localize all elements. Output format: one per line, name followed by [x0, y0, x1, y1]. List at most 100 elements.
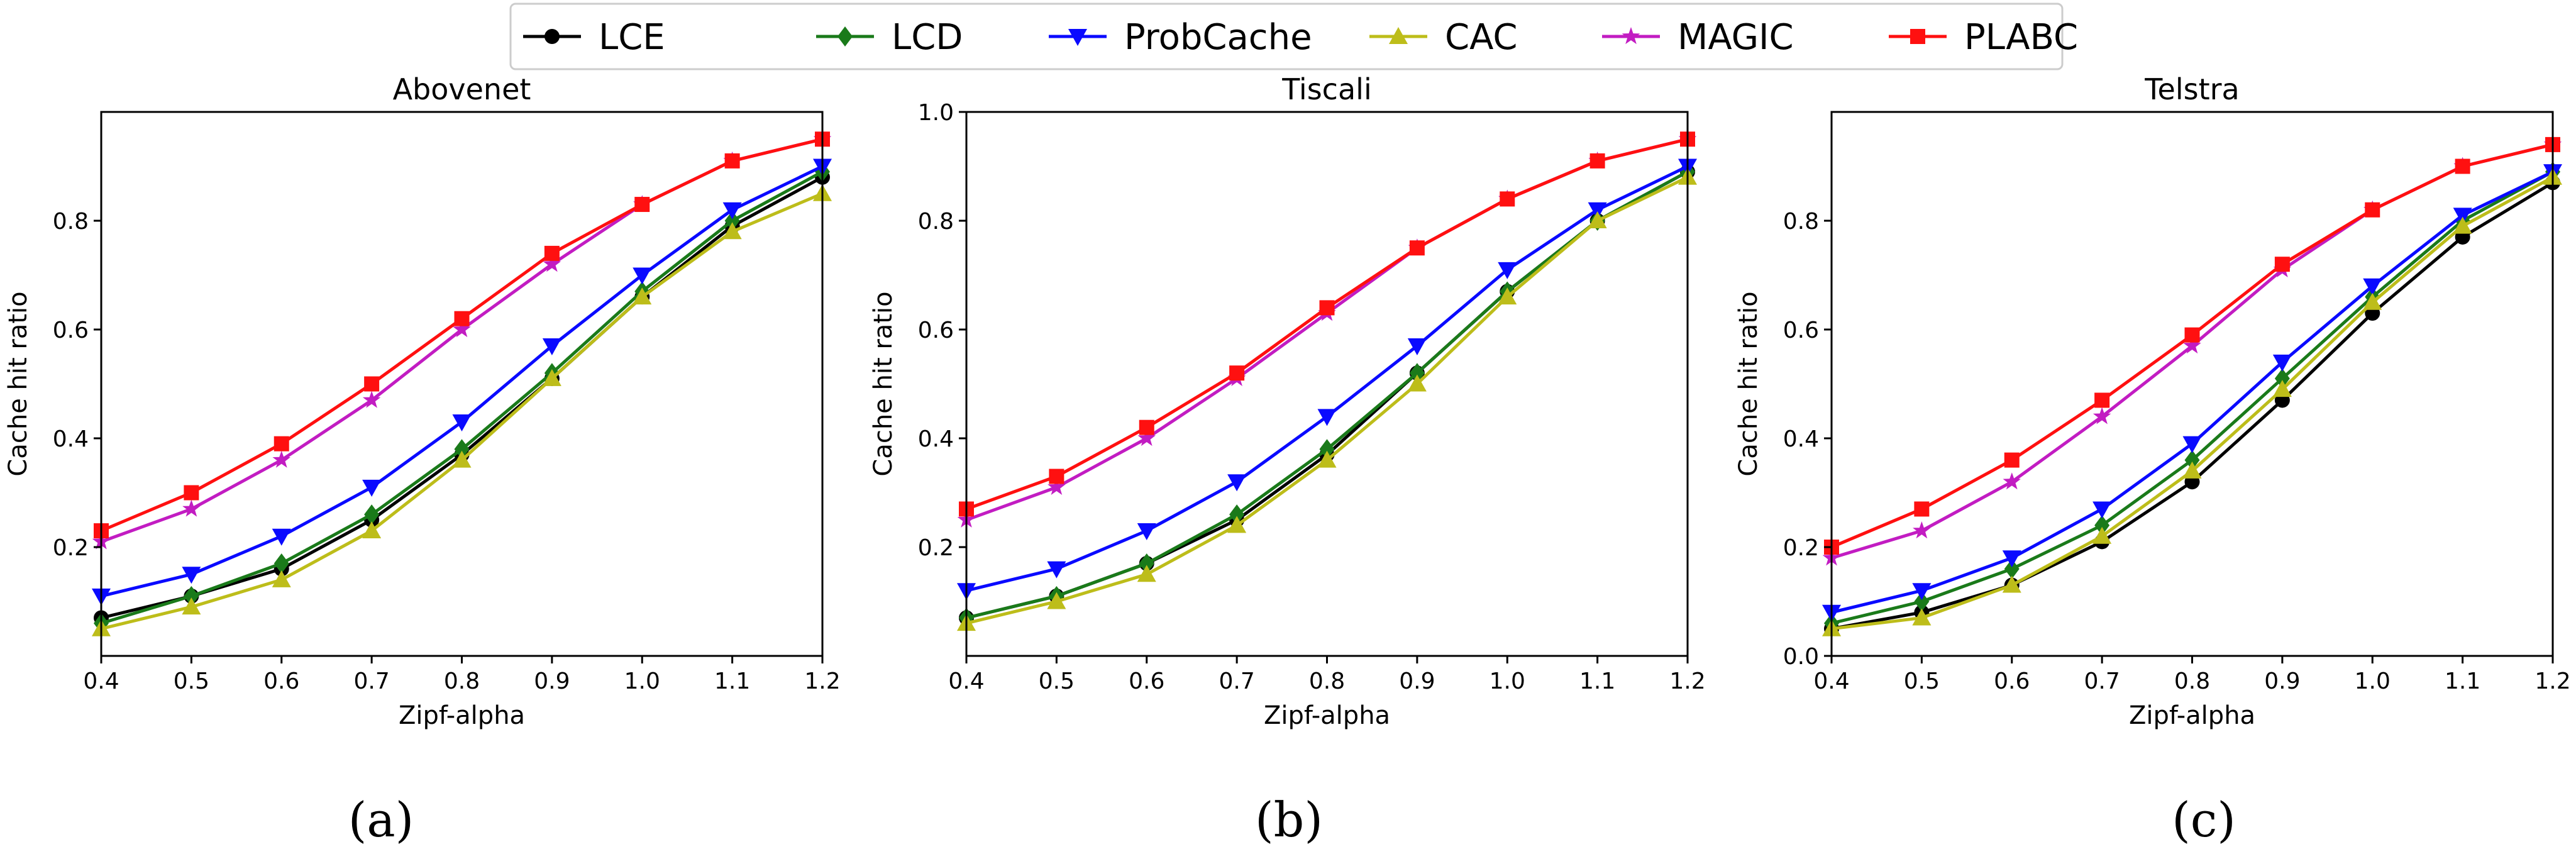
y-tick-label: 0.8 — [53, 209, 89, 235]
data-point-probcache — [1588, 202, 1607, 219]
data-point-plabc — [1139, 419, 1154, 435]
legend-item-cac: CAC — [1369, 17, 1518, 58]
data-point-cac — [2002, 575, 2021, 593]
data-point-probcache — [1912, 583, 1932, 601]
y-axis-label: Cache hit ratio — [869, 291, 898, 476]
x-tick-label: 0.7 — [2084, 668, 2120, 694]
data-point-cac — [1137, 565, 1156, 582]
x-tick-label: 0.7 — [353, 668, 389, 694]
data-point-plabc — [634, 197, 650, 213]
data-point-plabc — [2184, 327, 2200, 343]
x-tick-label: 1.1 — [2445, 668, 2480, 694]
data-point-magic — [2092, 407, 2111, 424]
series-lcd — [1824, 162, 2560, 634]
panel-caption: (a) — [348, 792, 414, 848]
data-point-lcd — [1139, 553, 1154, 574]
data-point-probcache — [362, 479, 382, 497]
plot-area-frame — [100, 111, 824, 657]
data-point-probcache — [2363, 278, 2382, 296]
data-point-probcache — [2272, 354, 2292, 372]
series-line-lce — [1831, 181, 2554, 631]
data-point-plabc — [1500, 191, 1515, 207]
legend-label-cac: CAC — [1445, 17, 1518, 58]
series-line-cac — [966, 175, 1689, 625]
y-tick-label: 0.2 — [918, 535, 954, 561]
data-point-cac — [722, 222, 742, 240]
data-point-probcache — [633, 267, 652, 285]
data-point-cac — [452, 450, 472, 468]
data-point-probcache — [1407, 338, 1427, 355]
panel-caption: (c) — [2172, 792, 2236, 848]
data-point-lcd — [184, 585, 199, 606]
data-point-magic — [2003, 472, 2021, 490]
data-point-cac — [1227, 516, 1247, 533]
plot-area-frame — [1830, 111, 2554, 657]
data-point-plabc — [2274, 257, 2290, 272]
data-point-magic — [453, 320, 471, 338]
data-point-cac — [1047, 592, 1066, 609]
legend-label-lce: LCE — [599, 17, 665, 58]
y-tick-label: 0.0 — [1783, 644, 1819, 670]
data-point-magic — [1913, 521, 1931, 539]
x-tick-label: 1.1 — [1579, 668, 1615, 694]
series-line-lcd — [966, 170, 1689, 619]
x-tick-label: 0.5 — [1039, 668, 1075, 694]
legend-label-probcache: ProbCache — [1124, 17, 1312, 58]
data-point-magic — [272, 450, 290, 468]
x-tick-label: 0.8 — [1309, 668, 1345, 694]
series-probcache — [957, 158, 1697, 601]
x-tick-label: 1.2 — [804, 668, 840, 694]
data-point-cac — [633, 287, 652, 305]
data-point-plabc — [544, 245, 560, 261]
series-probcache — [1822, 164, 2562, 622]
legend-marker-cac — [1389, 27, 1408, 44]
legend-marker-magic — [1622, 27, 1640, 45]
data-point-cac — [1588, 211, 1607, 228]
data-point-cac — [2363, 292, 2382, 310]
y-tick-label: 0.6 — [1783, 318, 1819, 343]
series-lcd — [94, 162, 830, 634]
legend-label-plabc: PLABC — [1964, 17, 2078, 58]
data-point-plabc — [1409, 240, 1425, 256]
legend-item-plabc: PLABC — [1889, 17, 2078, 58]
data-point-cac — [1498, 287, 1517, 305]
legend-item-lcd: LCD — [816, 17, 963, 58]
x-axis-label: Zipf-alpha — [1264, 701, 1390, 730]
data-point-probcache — [452, 414, 472, 432]
legend-marker-plabc — [1910, 29, 1925, 44]
legend-marker-lcd — [837, 26, 853, 47]
data-point-probcache — [2092, 501, 2112, 519]
x-tick-label: 0.8 — [2174, 668, 2210, 694]
data-point-probcache — [1227, 474, 1247, 492]
data-point-lcd — [2274, 368, 2290, 389]
series-cac — [957, 167, 1697, 631]
series-cac — [1822, 167, 2562, 636]
data-point-lcd — [1409, 363, 1425, 384]
data-point-lcd — [274, 553, 289, 574]
panel-title: Telstra — [2144, 72, 2239, 106]
data-point-cac — [2092, 526, 2112, 544]
x-tick-label: 1.0 — [2355, 668, 2391, 694]
x-tick-label: 1.1 — [714, 668, 750, 694]
data-point-plabc — [2094, 392, 2110, 408]
data-point-plabc — [2365, 202, 2380, 218]
data-point-probcache — [2182, 436, 2202, 453]
data-point-lcd — [364, 504, 380, 525]
data-point-probcache — [2453, 208, 2472, 225]
legend-label-lcd: LCD — [892, 17, 963, 58]
data-point-cac — [182, 597, 201, 615]
data-point-magic — [1137, 429, 1156, 446]
legend-item-probcache: ProbCache — [1049, 17, 1312, 58]
x-axis-label: Zipf-alpha — [399, 701, 525, 730]
x-tick-label: 0.4 — [1813, 668, 1849, 694]
x-tick-label: 1.2 — [1669, 668, 1705, 694]
data-point-magic — [543, 255, 561, 272]
data-point-cac — [2272, 380, 2292, 397]
x-tick-label: 0.6 — [263, 668, 299, 694]
data-point-plabc — [364, 376, 380, 392]
series-magic — [957, 130, 1697, 528]
x-axis-label: Zipf-alpha — [2129, 701, 2255, 730]
x-tick-label: 0.5 — [1904, 668, 1940, 694]
data-point-cac — [362, 521, 382, 539]
data-point-plabc — [1049, 469, 1064, 484]
